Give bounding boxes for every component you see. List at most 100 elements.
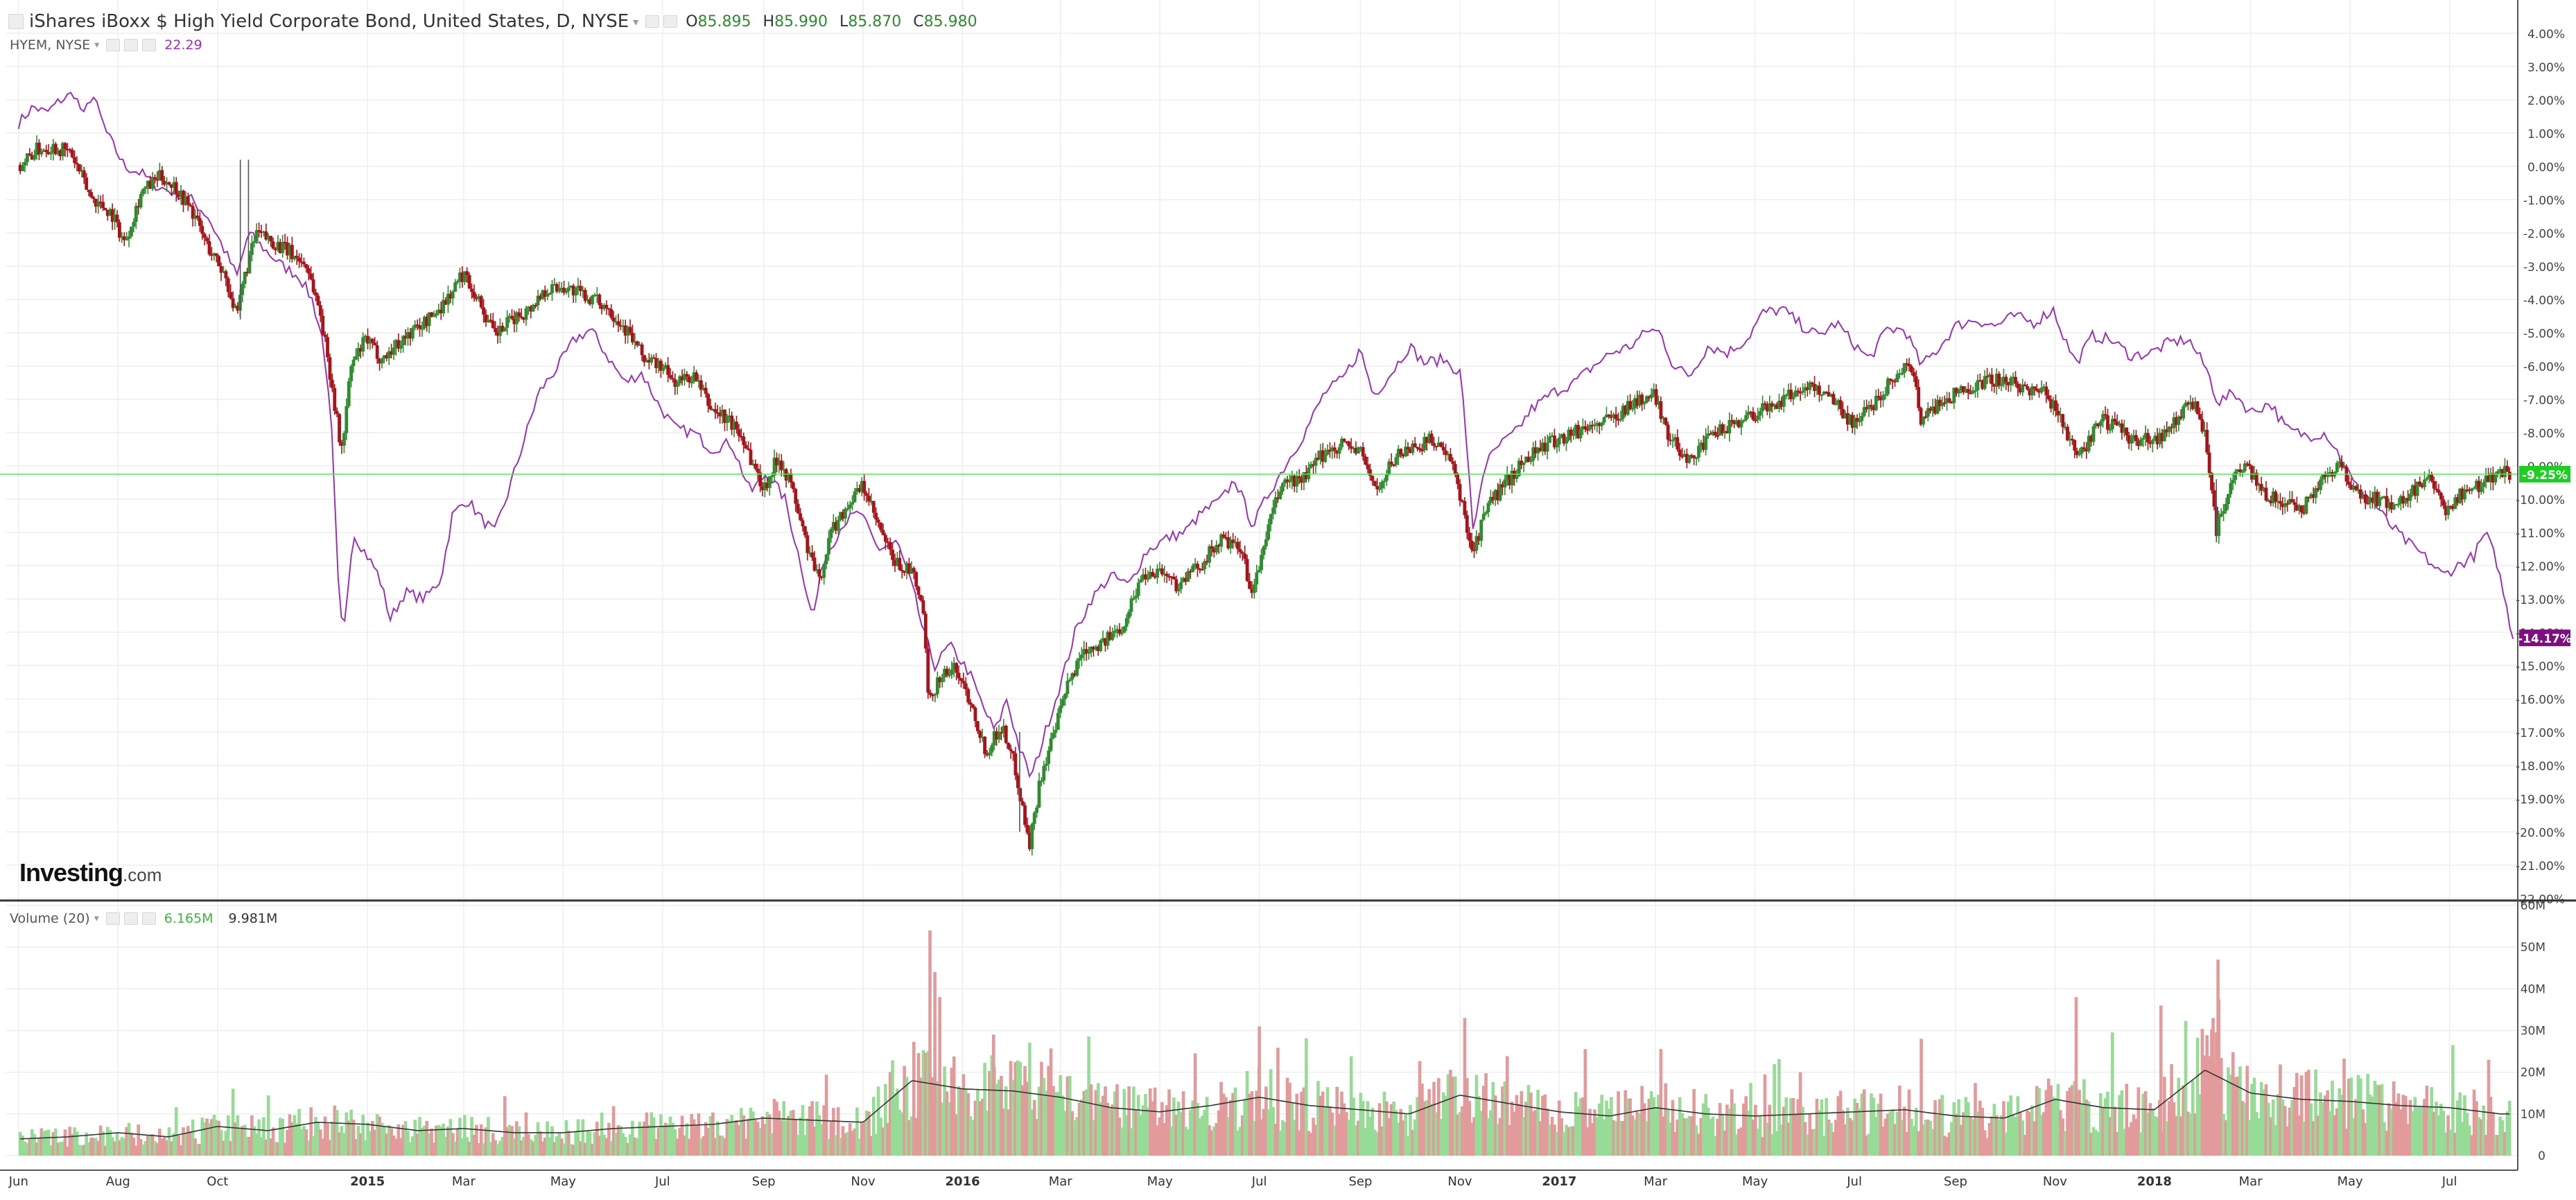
- candle-body: [2269, 500, 2273, 504]
- candle-body: [2390, 502, 2394, 510]
- volume-bar: [2413, 1097, 2417, 1156]
- chevron-down-icon[interactable]: ▾: [94, 913, 99, 924]
- candle-body: [1933, 406, 1937, 414]
- candle-body: [789, 473, 793, 482]
- volume-bar: [1273, 1123, 1278, 1156]
- volume-bar: [1578, 1098, 1583, 1156]
- candle-body: [1037, 781, 1041, 808]
- candle-body: [907, 563, 911, 574]
- volume-bar: [283, 1142, 287, 1156]
- candle-body: [695, 372, 698, 381]
- candle-body: [1174, 579, 1178, 591]
- candle-body: [2323, 474, 2327, 478]
- collapse-icon[interactable]: [8, 14, 24, 29]
- candle-body: [65, 149, 69, 151]
- volume-bar: [415, 1133, 419, 1156]
- volume-bar: [628, 1134, 632, 1156]
- hyem-line-layer: [17, 92, 2514, 779]
- candle-body: [2475, 480, 2478, 488]
- volume-bar: [1940, 1095, 1944, 1156]
- candle-body: [1652, 389, 1656, 394]
- volume-bar: [1241, 1115, 1244, 1156]
- volume-bar: [78, 1145, 81, 1156]
- candle-body: [222, 271, 225, 273]
- volume-bar: [2279, 1064, 2282, 1156]
- source-icon[interactable]: [124, 39, 139, 51]
- volume-bar: [2044, 1090, 2048, 1156]
- volume-bar: [2435, 1102, 2438, 1156]
- volume-bar: [1676, 1120, 1680, 1156]
- candle-body: [945, 668, 949, 675]
- volume-bar: [321, 1138, 324, 1156]
- candle-body: [1872, 406, 1876, 410]
- volume-bar: [2002, 1101, 2005, 1156]
- candle-body: [2143, 433, 2148, 438]
- candle-body: [1897, 373, 1901, 375]
- volume-bar: [1020, 1085, 1025, 1156]
- candle-body: [85, 177, 89, 190]
- volume-bar: [1777, 1059, 1781, 1156]
- candle-body: [1548, 436, 1552, 443]
- volume-bar: [351, 1120, 356, 1156]
- settings-icon[interactable]: [106, 39, 121, 51]
- candle-body: [1401, 454, 1405, 457]
- candle-body: [801, 520, 805, 527]
- volume-bar: [281, 1118, 285, 1156]
- volume-legend[interactable]: Volume (20) ▾ 6.165M 9.981M: [10, 911, 277, 926]
- candle-body: [2049, 399, 2053, 409]
- candle-body: [259, 231, 263, 233]
- candle-body: [1446, 453, 1450, 455]
- volume-bar: [437, 1124, 441, 1156]
- volume-bar: [2006, 1102, 2010, 1156]
- settings-icon[interactable]: [645, 15, 660, 28]
- candle-body: [1602, 417, 1606, 423]
- candle-body: [1377, 488, 1382, 490]
- hide-icon[interactable]: [663, 15, 678, 28]
- candle-body: [2302, 512, 2306, 514]
- candle-body: [2167, 426, 2171, 433]
- volume-bar: [2295, 1072, 2299, 1156]
- candle-body: [1593, 424, 1596, 426]
- volume-bar: [663, 1122, 668, 1156]
- volume-bar: [501, 1136, 505, 1156]
- volume-bar: [241, 1126, 245, 1156]
- overlay-legend[interactable]: HYEM, NYSE ▾ 22.29: [10, 37, 202, 53]
- candle-body: [650, 357, 654, 363]
- remove-icon[interactable]: [142, 39, 157, 51]
- volume-bar: [945, 1091, 949, 1156]
- chevron-down-icon[interactable]: ▾: [94, 40, 100, 51]
- volume-bar: [1917, 1131, 1920, 1156]
- candle-body: [148, 180, 153, 189]
- volume-bar: [1399, 1108, 1403, 1156]
- volume-bar: [2155, 1117, 2159, 1156]
- volume-bar: [2363, 1123, 2367, 1156]
- main-legend[interactable]: iShares iBoxx $ High Yield Corporate Bon…: [8, 11, 977, 32]
- volume-bar: [288, 1114, 292, 1156]
- x-tick-label: May: [2337, 1174, 2363, 1189]
- volume-bar: [505, 1127, 509, 1156]
- volume-bar: [238, 1129, 242, 1156]
- candle-body: [784, 469, 788, 481]
- candle-body: [1751, 411, 1755, 420]
- volume-bar: [1865, 1135, 1868, 1156]
- candle-body: [1217, 545, 1221, 547]
- volume-bar: [2205, 1035, 2209, 1156]
- volume-bar: [1850, 1120, 1854, 1156]
- candle-body: [1692, 455, 1696, 458]
- candle-body: [860, 480, 864, 492]
- remove-icon[interactable]: [141, 912, 156, 925]
- candle-body: [2403, 498, 2408, 504]
- volume-bar: [900, 1112, 904, 1156]
- candle-body: [2182, 406, 2186, 419]
- volume-bar: [1531, 1111, 1535, 1156]
- candle-body: [1649, 394, 1653, 399]
- chevron-down-icon[interactable]: ▾: [633, 15, 639, 28]
- candle-body: [1803, 387, 1807, 391]
- candle-body: [2193, 401, 2198, 410]
- source-icon[interactable]: [123, 912, 138, 925]
- candle-body: [1635, 398, 1639, 406]
- settings-icon[interactable]: [105, 912, 120, 925]
- x-tick-label: Mar: [2239, 1174, 2263, 1189]
